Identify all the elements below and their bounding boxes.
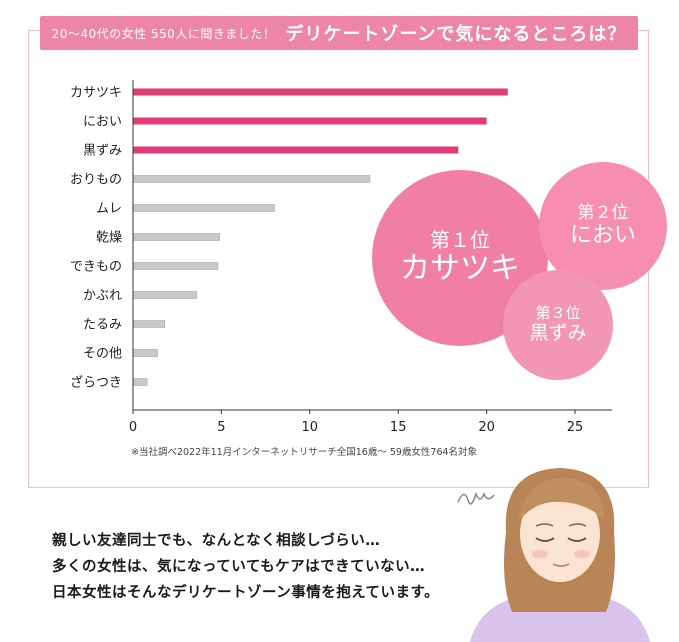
right-eye bbox=[567, 537, 587, 542]
bar-8 bbox=[132, 320, 166, 328]
bar-2 bbox=[133, 146, 459, 154]
category-label-4: ムレ bbox=[96, 202, 122, 217]
rank-1-label: 第１位 bbox=[430, 228, 490, 253]
bar-0 bbox=[133, 88, 508, 96]
rank-2-label: 第２位 bbox=[577, 202, 629, 223]
bar-5 bbox=[132, 233, 220, 241]
left-cheek bbox=[532, 550, 548, 558]
rank-2-item: におい bbox=[569, 223, 636, 249]
x-tick-label-4: 20 bbox=[478, 420, 495, 435]
category-label-10: ざらつき bbox=[70, 375, 122, 391]
right-brow bbox=[568, 523, 587, 527]
category-label-9: その他 bbox=[83, 347, 122, 362]
sparkle-doodle bbox=[457, 491, 495, 505]
rank-3-label: 第３位 bbox=[535, 304, 581, 323]
mouth bbox=[552, 563, 570, 567]
category-label-0: カサツキ bbox=[70, 86, 122, 101]
bottom-message: 親しい友達同士でも、なんとなく相談しづらい… 多くの女性は、気になっていてもケア… bbox=[52, 528, 439, 606]
rank-3-item: 黒ずみ bbox=[529, 321, 587, 344]
category-label-7: かぶれ bbox=[83, 289, 122, 304]
bar-3 bbox=[132, 175, 371, 183]
rank-1-bubble: 第１位 カサツキ bbox=[372, 170, 548, 346]
bottom-line-2: 多くの女性は、気になっていてもケアはできていない… bbox=[52, 559, 426, 575]
header-subtitle: 20～40代の女性 550人に聞きました！ bbox=[51, 26, 276, 41]
x-tick-label-1: 5 bbox=[217, 420, 225, 435]
left-eye bbox=[535, 537, 555, 542]
category-label-5: 乾燥 bbox=[96, 231, 122, 246]
bottom-line-1: 親しい友達同士でも、なんとなく相談しづらい… bbox=[52, 533, 381, 549]
category-label-8: たるみ bbox=[83, 318, 122, 333]
bar-7 bbox=[132, 291, 197, 299]
x-tick-label-2: 10 bbox=[302, 420, 319, 435]
bar-6 bbox=[132, 262, 219, 270]
bar-4 bbox=[132, 204, 275, 212]
header-title: デリケートゾーンで気になるところは？ bbox=[285, 24, 627, 45]
bar-1 bbox=[133, 117, 487, 125]
left-brow bbox=[535, 523, 554, 527]
rank-2-bubble: 第２位 におい bbox=[539, 162, 667, 290]
bar-10 bbox=[132, 378, 148, 386]
right-cheek bbox=[574, 550, 590, 558]
category-label-1: におい bbox=[83, 115, 122, 130]
category-label-2: 黒ずみ bbox=[83, 144, 122, 159]
x-tick-label-0: 0 bbox=[129, 420, 137, 435]
rank-3-bubble: 第３位 黒ずみ bbox=[503, 270, 613, 380]
header-banner: 20～40代の女性 550人に聞きました！ デリケートゾーンで気になるところは？ bbox=[40, 16, 638, 50]
category-label-6: できもの bbox=[70, 260, 122, 275]
category-label-3: おりもの bbox=[70, 173, 122, 188]
x-tick-label-5: 25 bbox=[567, 420, 584, 435]
rank-1-item: カサツキ bbox=[400, 251, 520, 287]
bar-9 bbox=[132, 349, 159, 357]
bottom-line-3: 日本女性はそんなデリケートゾーン事情を抱えています。 bbox=[52, 585, 440, 601]
x-tick-label-3: 15 bbox=[390, 420, 407, 435]
survey-note: ※当社調べ2022年11月インターネットリサーチ全国16歳～ 59歳女性764名… bbox=[131, 447, 478, 458]
hair-bangs bbox=[518, 477, 604, 522]
woman-illustration bbox=[457, 468, 650, 642]
